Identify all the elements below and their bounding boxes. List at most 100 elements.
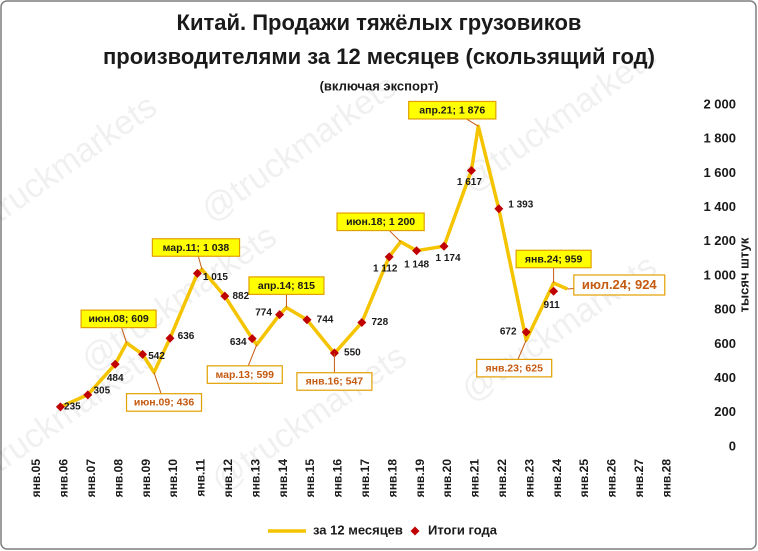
- data-label: 542: [148, 351, 165, 362]
- callout-label: июн.18; 1 200: [346, 216, 415, 228]
- legend-swatch: [410, 526, 420, 536]
- x-tick-label: янв.16: [331, 459, 345, 498]
- callout-box: [206, 365, 283, 384]
- callout-box: [125, 393, 203, 412]
- data-label: 305: [93, 385, 110, 396]
- data-label: 1 112: [373, 263, 398, 274]
- x-tick-label: янв.25: [577, 459, 591, 498]
- x-tick-label: янв.20: [440, 459, 454, 498]
- y-tick-label: 1 800: [703, 131, 736, 146]
- x-tick-label: янв.07: [84, 459, 98, 498]
- y-tick-label: 2 000: [703, 96, 736, 111]
- x-tick-label: янв.10: [166, 459, 180, 498]
- year-marker: [83, 390, 93, 400]
- x-tick-label: янв.08: [111, 459, 125, 498]
- callout-label: янв.23; 625: [485, 362, 543, 374]
- callout-label: июн.08; 609: [88, 313, 148, 325]
- year-marker: [329, 348, 339, 358]
- callout-box: [151, 238, 241, 257]
- year-marker: [220, 291, 230, 301]
- chart-subtitle: (включая экспорт): [320, 78, 439, 93]
- data-label: 484: [107, 373, 124, 384]
- x-tick-label: янв.11: [194, 459, 208, 497]
- x-tick-label: янв.27: [632, 459, 646, 498]
- x-tick-label: янв.12: [221, 459, 235, 498]
- year-marker: [466, 165, 476, 175]
- callout-label: мар.13; 599: [216, 369, 275, 381]
- x-tick-label: янв.13: [248, 459, 262, 498]
- year-marker: [549, 286, 559, 296]
- x-tick-label: янв.19: [413, 459, 427, 498]
- data-label: 774: [255, 307, 272, 318]
- callout-label: апр.21; 1 876: [419, 104, 485, 116]
- y-axis-title: тысяч штук: [736, 237, 751, 312]
- callout-box: [408, 100, 497, 120]
- data-label: 672: [500, 327, 517, 338]
- callout-label: янв.16; 547: [306, 376, 364, 388]
- data-label: 1 174: [435, 253, 460, 264]
- callout-label: июн.09; 436: [134, 397, 194, 409]
- year-marker: [357, 318, 367, 328]
- x-tick-label: янв.05: [29, 459, 43, 498]
- data-label: 1 015: [203, 272, 228, 283]
- data-label: 728: [371, 317, 388, 328]
- x-tick-label: янв.18: [385, 459, 399, 498]
- chart-title: производителями за 12 месяцев (скользящи…: [103, 44, 655, 69]
- data-label: 550: [344, 348, 361, 359]
- data-label: 911: [544, 300, 561, 311]
- y-tick-label: 1 600: [703, 165, 736, 180]
- data-label: 1 617: [457, 177, 482, 188]
- callout-label: апр.14; 815: [258, 280, 315, 292]
- x-tick-label: янв.06: [57, 459, 71, 498]
- callout-box: [296, 372, 373, 391]
- y-tick-label: 1 000: [703, 267, 736, 282]
- y-tick-label: 600: [714, 336, 736, 351]
- year-marker: [384, 252, 394, 262]
- data-label: 744: [317, 314, 334, 325]
- callout-label: мар.11; 1 038: [163, 242, 230, 254]
- x-tick-label: янв.28: [659, 459, 673, 498]
- year-marker: [55, 402, 65, 412]
- year-marker: [494, 204, 504, 214]
- x-tick-label: янв.14: [276, 459, 290, 498]
- y-tick-label: 400: [714, 370, 736, 385]
- legend-label: за 12 месяцев: [313, 522, 403, 537]
- legend-label: Итоги года: [428, 522, 498, 537]
- year-marker: [110, 359, 120, 369]
- callout-box: [336, 212, 425, 232]
- x-tick-label: янв.24: [550, 459, 564, 498]
- data-label: 235: [64, 401, 81, 412]
- y-tick-label: 800: [714, 302, 736, 317]
- chart-title: Китай. Продажи тяжёлых грузовиков: [177, 10, 582, 35]
- x-tick-label: янв.21: [468, 459, 482, 498]
- data-label: 1 148: [404, 259, 429, 270]
- data-label: 634: [230, 337, 247, 348]
- callout-label: июл.24; 924: [582, 277, 658, 292]
- year-marker: [138, 349, 148, 359]
- callout-box: [80, 309, 157, 329]
- y-tick-label: 1 200: [703, 233, 736, 248]
- callout-box: [573, 274, 666, 296]
- x-tick-label: янв.26: [605, 459, 619, 498]
- y-tick-label: 200: [714, 404, 736, 419]
- year-marker: [302, 315, 312, 325]
- x-tick-label: янв.15: [303, 459, 317, 498]
- data-label: 1 393: [508, 199, 533, 210]
- callout-box: [515, 249, 592, 269]
- year-marker: [192, 268, 202, 278]
- year-marker: [247, 334, 257, 344]
- data-label: 636: [178, 331, 195, 342]
- year-marker: [412, 246, 422, 256]
- x-tick-label: янв.09: [139, 459, 153, 498]
- y-tick-label: 1 400: [703, 199, 736, 214]
- year-marker: [521, 327, 531, 337]
- x-tick-label: янв.17: [358, 459, 372, 498]
- year-marker: [275, 310, 285, 320]
- y-tick-label: 0: [729, 438, 736, 453]
- year-marker: [439, 241, 449, 251]
- x-tick-label: янв.23: [522, 459, 536, 498]
- callout-label: янв.24; 959: [525, 253, 583, 265]
- data-label: 882: [232, 291, 249, 302]
